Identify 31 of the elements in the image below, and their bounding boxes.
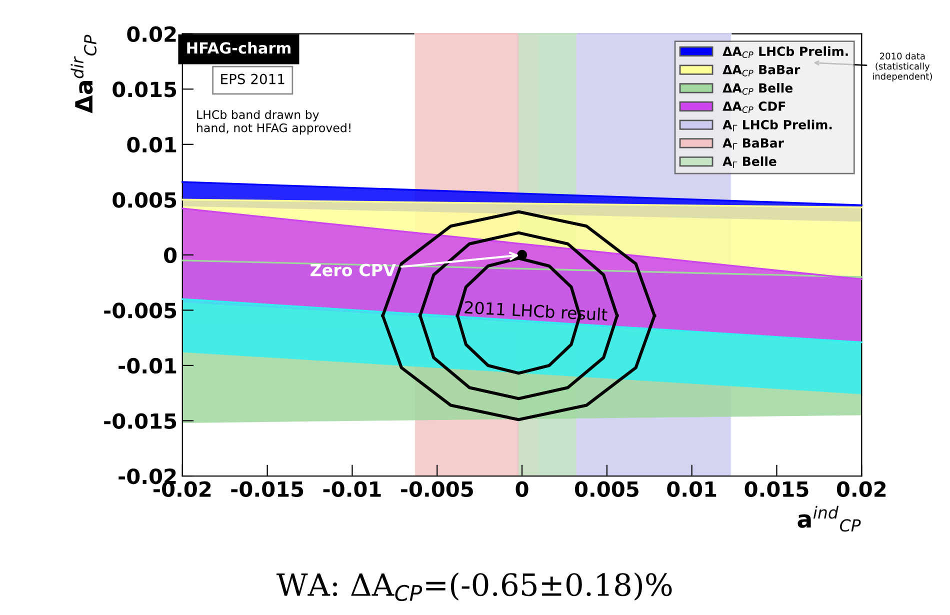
x-tick-label: -0.015 (231, 481, 304, 497)
y-tick-label: -0.015 (104, 413, 176, 429)
legend-label: ΔA$_{CP}$ LHCb Prelim. (722, 46, 848, 58)
annotation: HFAG-charm (187, 42, 290, 54)
x-tick-label: 0.01 (667, 481, 716, 497)
annotation: LHCb band drawn by hand, not HFAG approved! (197, 110, 350, 135)
x-tick-label: 0 (516, 481, 528, 497)
legend-label: ΔA$_{CP}$ BaBar (722, 65, 800, 76)
text: WA: ΔA$_{CP}$=(-0.65±0.18)% (276, 572, 672, 602)
y-tick-label: -0.005 (104, 302, 176, 318)
legend-label: A$_{Γ}$ BaBar (722, 138, 784, 150)
y-tick-label: 0.015 (112, 82, 176, 98)
x-tick-label: -0.005 (400, 481, 473, 497)
x-axis-title: a$^{ind}$$_{CP}$ (798, 506, 861, 532)
legend-label: ΔA$_{CP}$ Belle (722, 83, 793, 95)
y-tick-label: 0 (164, 247, 177, 264)
text: 2010 data (statistically independent) (872, 52, 932, 82)
y-tick-label: 0.005 (112, 192, 176, 208)
legend-label: A$_{Γ}$ Belle (722, 156, 776, 168)
x-tick-label: 0.005 (574, 481, 638, 497)
y-tick-label: -0.01 (118, 358, 176, 374)
annotation: Zero CPV (310, 264, 396, 276)
y-tick-label: 0.01 (127, 136, 176, 153)
legend-label: ΔA$_{CP}$ CDF (722, 101, 786, 113)
x-tick-label: 0.02 (836, 481, 886, 497)
y-tick-label: 0.02 (127, 26, 176, 42)
legend-label: A$_{Γ}$ LHCb Prelim. (722, 120, 832, 132)
x-tick-label: 0.015 (744, 481, 808, 497)
x-tick-label: -0.01 (323, 481, 381, 497)
annotation: EPS 2011 (221, 74, 284, 84)
y-axis-title: Δa$^{dir}$$_{CP}$ (70, 34, 97, 114)
